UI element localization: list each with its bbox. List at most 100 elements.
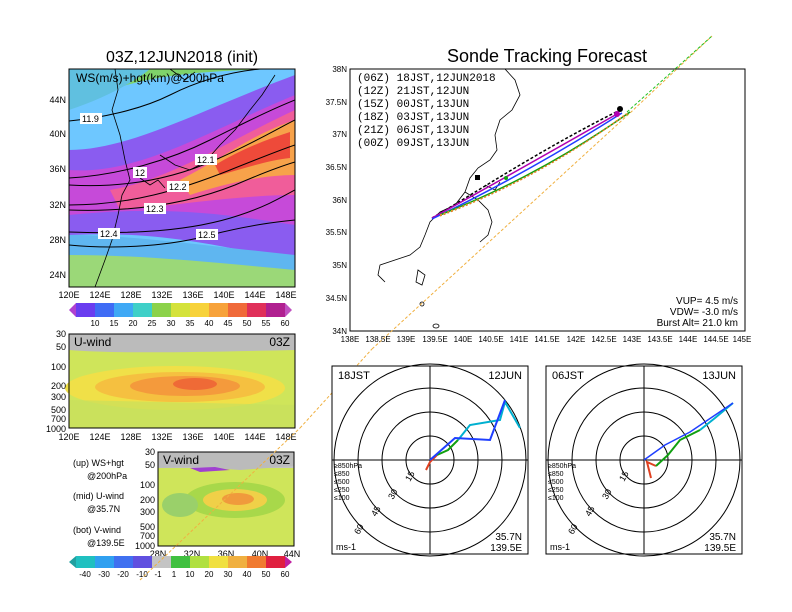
legend-line: (up) WS+hgt <box>73 458 124 468</box>
hodo-left-rings: 15 30 45 60 <box>352 469 417 536</box>
v-wind-time: 03Z <box>269 453 290 467</box>
legend-line: @139.5E <box>87 538 125 548</box>
colorbar-tick: -20 <box>117 570 129 579</box>
sonde-params: VUP= 4.5 m/s VDW= -3.0 m/s Burst Alt= 21… <box>657 296 738 329</box>
lon-tick: 144E <box>244 290 265 300</box>
hodo-right-time: 06JST <box>552 370 584 382</box>
param-burst: Burst Alt= 21.0 km <box>657 318 738 329</box>
speed-colorbar: 10 15 20 25 30 35 40 45 50 55 60 <box>69 303 292 328</box>
u-wind-title: U-wind <box>74 335 111 349</box>
ring-label: 60 <box>566 522 580 536</box>
hodo-left-time: 18JST <box>338 370 370 382</box>
lon-tick: 120E <box>58 432 79 442</box>
p-tick: 300 <box>51 392 66 402</box>
contour-label-12-1: 12.1 <box>197 155 215 165</box>
tracking-title: Sonde Tracking Forecast <box>447 46 647 66</box>
hodograph-left <box>331 363 529 557</box>
contour-labels: 11.9 12 12.1 12.2 12.3 12.4 12.5 <box>80 113 218 240</box>
colorbar-tick: 50 <box>243 319 252 328</box>
p-tick: 1000 <box>46 424 66 434</box>
colorbar-tick: 15 <box>110 319 119 328</box>
v-wind-title: V-wind <box>163 453 199 467</box>
colorbar-tick: -30 <box>98 570 110 579</box>
param-vup: VUP= 4.5 m/s <box>676 296 738 307</box>
p-tick: 100 <box>51 362 66 372</box>
lon-tick: 144.5E <box>703 335 728 344</box>
hodo-right-units: ms-1 <box>550 542 570 552</box>
lon-tick: 140.5E <box>478 335 503 344</box>
tracking-map <box>139 35 746 581</box>
wind-speed-map <box>68 68 296 288</box>
colorbar-tick: 40 <box>243 570 252 579</box>
level-label: ≤250 <box>334 487 350 494</box>
lat-tick: 37N <box>332 130 347 139</box>
contour-label-12-2: 12.2 <box>169 182 187 192</box>
lon-tick: 140E <box>213 290 234 300</box>
legend-line: @35.7N <box>87 504 120 514</box>
lat-tick: 36N <box>49 164 66 174</box>
p-tick: 700 <box>140 531 155 541</box>
u-pressure-axis: 30 50 100 200 300 500 700 1000 <box>46 329 66 434</box>
p-tick: 700 <box>51 414 66 424</box>
ring-label: 30 <box>600 487 614 501</box>
wind-colorbar: -40 -30 -20 -10 -1 1 10 20 30 40 50 60 <box>69 556 292 579</box>
u-lon-axis: 120E 124E 128E 132E 136E 140E 144E 148E <box>58 432 296 442</box>
level-label: ≤500 <box>334 479 350 486</box>
p-tick: 200 <box>140 495 155 505</box>
ring-label: 45 <box>583 504 597 518</box>
contour-label-12-5: 12.5 <box>198 230 216 240</box>
contour-label-12-3: 12.3 <box>146 204 164 214</box>
contour-label-12: 12 <box>135 168 145 178</box>
level-label: ≤850 <box>548 471 564 478</box>
panel-legend: (up) WS+hgt @200hPa (mid) U-wind @35.7N … <box>73 458 127 548</box>
lon-tick: 132E <box>151 290 172 300</box>
hodo-right-levels: ≥850hPa ≤850 ≤500 ≤250 ≤100 <box>548 463 576 502</box>
lat-tick: 35.5N <box>326 228 348 237</box>
lat-tick: 32N <box>184 549 201 559</box>
lon-tick: 128E <box>120 290 141 300</box>
ring-label: 30 <box>386 487 400 501</box>
lon-tick: 120E <box>58 290 79 300</box>
colorbar-tick: 10 <box>91 319 100 328</box>
v-wind-panel <box>157 451 295 547</box>
level-label: ≤850 <box>334 471 350 478</box>
ring-label: 15 <box>403 469 417 483</box>
colorbar-tick: 20 <box>129 319 138 328</box>
lat-tick: 36N <box>332 196 347 205</box>
lon-tick: 136E <box>182 290 203 300</box>
lon-tick: 138.5E <box>365 335 390 344</box>
colorbar-tick: 35 <box>186 319 195 328</box>
lon-tick: 132E <box>151 432 172 442</box>
lat-tick: 40N <box>49 129 66 139</box>
p-tick: 50 <box>145 460 155 470</box>
hodo-right-lat: 35.7N <box>709 532 736 543</box>
lat-tick: 38N <box>332 65 347 74</box>
lon-tick: 140E <box>213 432 234 442</box>
colorbar-tick: -40 <box>79 570 91 579</box>
p-tick: 30 <box>145 447 155 457</box>
colorbar-tick: 50 <box>262 570 271 579</box>
lon-tick: 142.5E <box>591 335 616 344</box>
p-tick: 30 <box>56 329 66 339</box>
colorbar-tick: 40 <box>205 319 214 328</box>
lat-tick: 28N <box>150 549 167 559</box>
lat-tick: 24N <box>49 270 66 280</box>
v-lat-axis: 28N 32N 36N 40N 44N <box>150 549 301 559</box>
tracking-lat-axis: 38N 37.5N 37N 36.5N 36N 35.5N 35N 34.5N … <box>326 65 348 336</box>
p-tick: 50 <box>56 342 66 352</box>
colorbar-tick: 1 <box>172 570 177 579</box>
p-tick: 500 <box>140 522 155 532</box>
p-tick: 200 <box>51 381 66 391</box>
colorbar-tick: 30 <box>167 319 176 328</box>
lon-tick: 138E <box>341 335 360 344</box>
lon-tick: 139.5E <box>422 335 447 344</box>
level-label: ≤500 <box>548 479 564 486</box>
p-tick: 1000 <box>135 541 155 551</box>
lon-tick: 143.5E <box>647 335 672 344</box>
param-vdw: VDW= -3.0 m/s <box>670 307 738 318</box>
lon-tick: 143E <box>623 335 642 344</box>
lat-tick: 40N <box>252 549 269 559</box>
lon-tick: 128E <box>120 432 141 442</box>
map-title: 03Z,12JUN2018 (init) <box>106 49 258 66</box>
colorbar-tick: 60 <box>281 570 290 579</box>
